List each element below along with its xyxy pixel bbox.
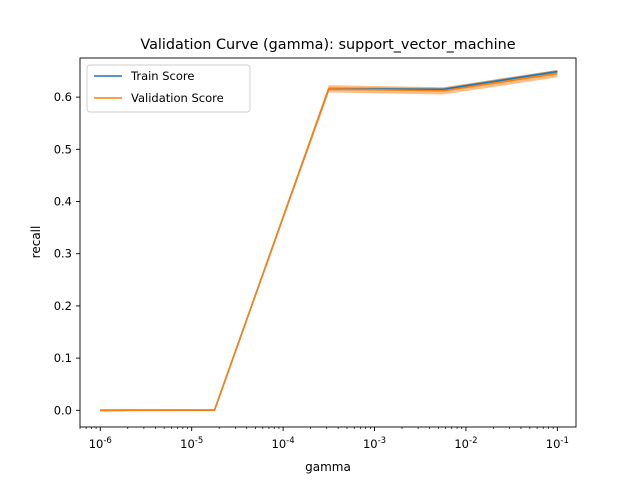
plot-area xyxy=(100,70,558,412)
y-tick-label: 0.3 xyxy=(54,247,72,261)
x-tick-label: 10-5 xyxy=(180,436,203,451)
legend: Train Score Validation Score xyxy=(86,64,251,113)
y-tick-label: 0.5 xyxy=(54,142,72,156)
x-tick-label: 10-3 xyxy=(363,436,386,451)
y-tick-label: 0.1 xyxy=(54,351,72,365)
x-tick-label: 10-2 xyxy=(454,436,477,451)
y-axis: 0.0 0.1 0.2 0.3 0.4 0.5 0.6 xyxy=(54,90,80,417)
x-tick-label: 10-6 xyxy=(89,436,112,451)
axes-frame xyxy=(79,57,577,428)
x-tick-label: 10-4 xyxy=(272,436,295,451)
legend-box xyxy=(86,64,251,113)
y-tick-label: 0.6 xyxy=(54,90,72,104)
y-tick-label: 0.4 xyxy=(54,195,72,209)
y-axis-label: recall xyxy=(29,226,43,259)
y-tick-label: 0.0 xyxy=(54,403,72,417)
x-axis-label: gamma xyxy=(305,460,351,474)
x-tick-label: 10-1 xyxy=(546,436,569,451)
y-tick-label: 0.2 xyxy=(54,299,72,313)
series-1-line xyxy=(100,72,558,412)
legend-label-0: Train Score xyxy=(130,69,194,83)
x-axis: 10-6 10-5 10-4 10-3 10-2 10-1 xyxy=(79,427,569,451)
legend-label-1: Validation Score xyxy=(131,91,224,105)
series-1-band xyxy=(100,70,558,412)
series-0-band xyxy=(100,70,558,412)
chart-title: Validation Curve (gamma): support_vector… xyxy=(140,37,515,53)
series-0-line xyxy=(100,70,558,412)
